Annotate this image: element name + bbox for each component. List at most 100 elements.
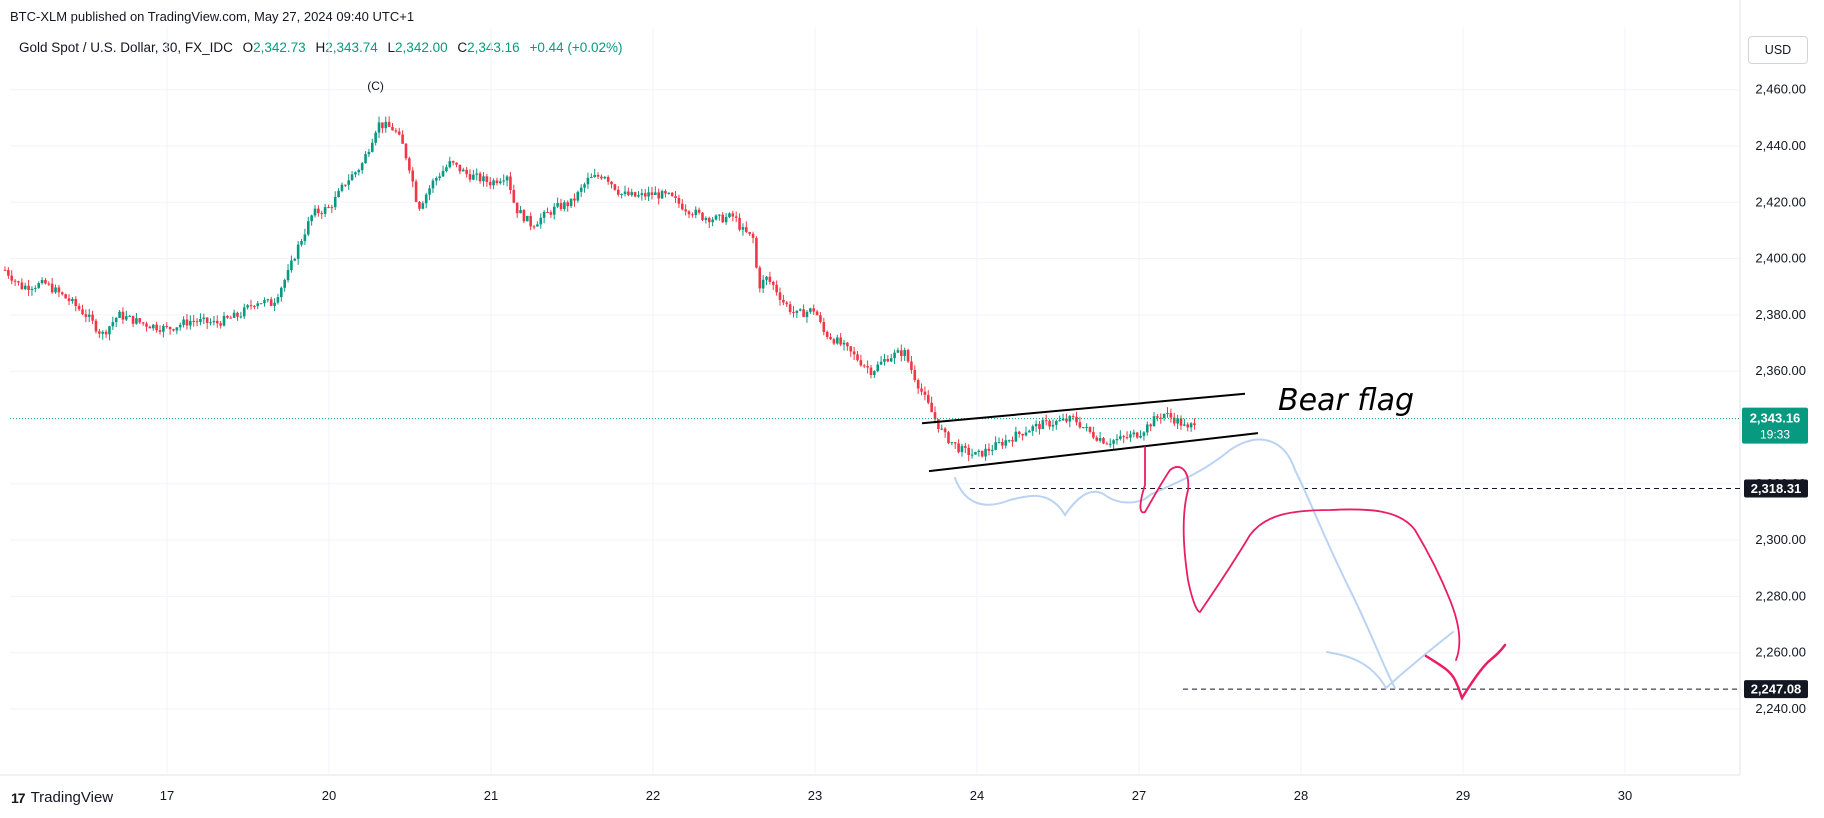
candle-body bbox=[411, 170, 415, 182]
candle-body bbox=[60, 292, 64, 295]
candle-body bbox=[650, 192, 654, 195]
candle-body bbox=[943, 428, 947, 433]
candle-body bbox=[718, 214, 721, 216]
candle-body bbox=[185, 319, 189, 326]
candle-body bbox=[222, 315, 226, 326]
candle-body bbox=[771, 281, 775, 285]
y-tick-label: 2,420.00 bbox=[1755, 194, 1806, 209]
candle-body bbox=[1139, 435, 1142, 438]
candle-body bbox=[242, 307, 246, 317]
candle-body bbox=[714, 215, 718, 220]
candle-body bbox=[549, 212, 553, 215]
candle-body bbox=[515, 202, 519, 214]
candle-body bbox=[910, 361, 913, 370]
candle-body bbox=[87, 314, 91, 317]
candle-body bbox=[930, 402, 933, 413]
candle-body bbox=[27, 285, 30, 290]
candle-body bbox=[303, 234, 307, 242]
candle-body bbox=[165, 325, 169, 327]
candle-body bbox=[253, 306, 256, 308]
candle-body bbox=[1152, 416, 1156, 427]
candle-body bbox=[374, 132, 377, 143]
candle-body bbox=[435, 178, 438, 181]
candle-body bbox=[293, 258, 297, 261]
candle-body bbox=[401, 134, 404, 144]
candle-body bbox=[209, 322, 212, 324]
currency-button[interactable]: USD bbox=[1748, 36, 1808, 64]
candle-body bbox=[522, 210, 526, 222]
candle-body bbox=[168, 326, 172, 330]
candle-body bbox=[933, 412, 937, 420]
symbol-legend: Gold Spot / U.S. Dollar, 30, FX_IDC O2,3… bbox=[19, 40, 623, 55]
level-label: 2,318.31 bbox=[1751, 481, 1802, 496]
candle-body bbox=[1024, 432, 1028, 436]
candle-body bbox=[556, 203, 559, 207]
candle-body bbox=[1162, 414, 1166, 418]
candle-body bbox=[259, 303, 263, 305]
candle-body bbox=[125, 316, 128, 320]
candle-body bbox=[1075, 416, 1078, 423]
candle-body bbox=[647, 192, 650, 197]
candle-body bbox=[34, 287, 37, 289]
candle-body bbox=[809, 308, 812, 312]
candle-body bbox=[280, 287, 283, 298]
candle-body bbox=[866, 366, 869, 368]
candle-body bbox=[84, 314, 88, 317]
candle-body bbox=[23, 285, 27, 290]
candle-body bbox=[219, 323, 222, 326]
x-tick-label: 27 bbox=[1132, 788, 1146, 803]
candle-body bbox=[940, 428, 944, 430]
blue-projection-drawing bbox=[954, 438, 1454, 690]
candle-body bbox=[974, 451, 977, 455]
candle-body bbox=[758, 267, 762, 289]
candle-body bbox=[172, 329, 175, 331]
candle-body bbox=[640, 193, 644, 196]
candle-body bbox=[711, 219, 714, 223]
candle-body bbox=[886, 358, 890, 362]
candle-body bbox=[839, 337, 842, 345]
candle-body bbox=[290, 260, 293, 271]
candle-body bbox=[637, 195, 640, 197]
candle-body bbox=[418, 201, 421, 209]
candle-body bbox=[1122, 436, 1126, 438]
candle-body bbox=[10, 275, 14, 281]
candles bbox=[3, 116, 1196, 462]
candle-body bbox=[704, 218, 708, 220]
candle-body bbox=[600, 176, 603, 179]
candle-body bbox=[266, 299, 270, 301]
candle-body bbox=[889, 358, 893, 362]
candle-body bbox=[354, 172, 357, 175]
candle-body bbox=[741, 227, 745, 230]
candle-body bbox=[482, 176, 485, 182]
candle-body bbox=[805, 311, 809, 317]
candle-body bbox=[1028, 430, 1031, 433]
candle-body bbox=[724, 217, 728, 223]
candle-body bbox=[859, 360, 863, 366]
candle-body bbox=[327, 207, 330, 209]
candle-body bbox=[707, 218, 711, 223]
candle-body bbox=[873, 371, 876, 376]
candle-body bbox=[451, 161, 455, 163]
candle-body bbox=[654, 192, 657, 195]
candle-body bbox=[502, 180, 506, 182]
candle-body bbox=[923, 391, 927, 395]
candle-body bbox=[495, 180, 499, 184]
candle-body bbox=[1065, 418, 1068, 422]
candle-body bbox=[1048, 420, 1051, 427]
candle-body bbox=[728, 213, 731, 218]
candle-body bbox=[664, 191, 667, 194]
candle-body bbox=[765, 276, 768, 280]
candle-body bbox=[1014, 431, 1018, 442]
pink-projection-drawing bbox=[1139, 446, 1461, 661]
candle-body bbox=[1004, 440, 1008, 446]
candle-body bbox=[1088, 426, 1092, 432]
candle-body bbox=[846, 342, 849, 347]
candle-body bbox=[448, 161, 452, 168]
candle-body bbox=[1092, 431, 1095, 438]
candle-body bbox=[559, 203, 563, 210]
level-label: 2,247.08 bbox=[1751, 682, 1802, 697]
candle-body bbox=[74, 298, 78, 307]
open-value: 2,342.73 bbox=[253, 40, 306, 55]
candle-body bbox=[347, 180, 350, 185]
